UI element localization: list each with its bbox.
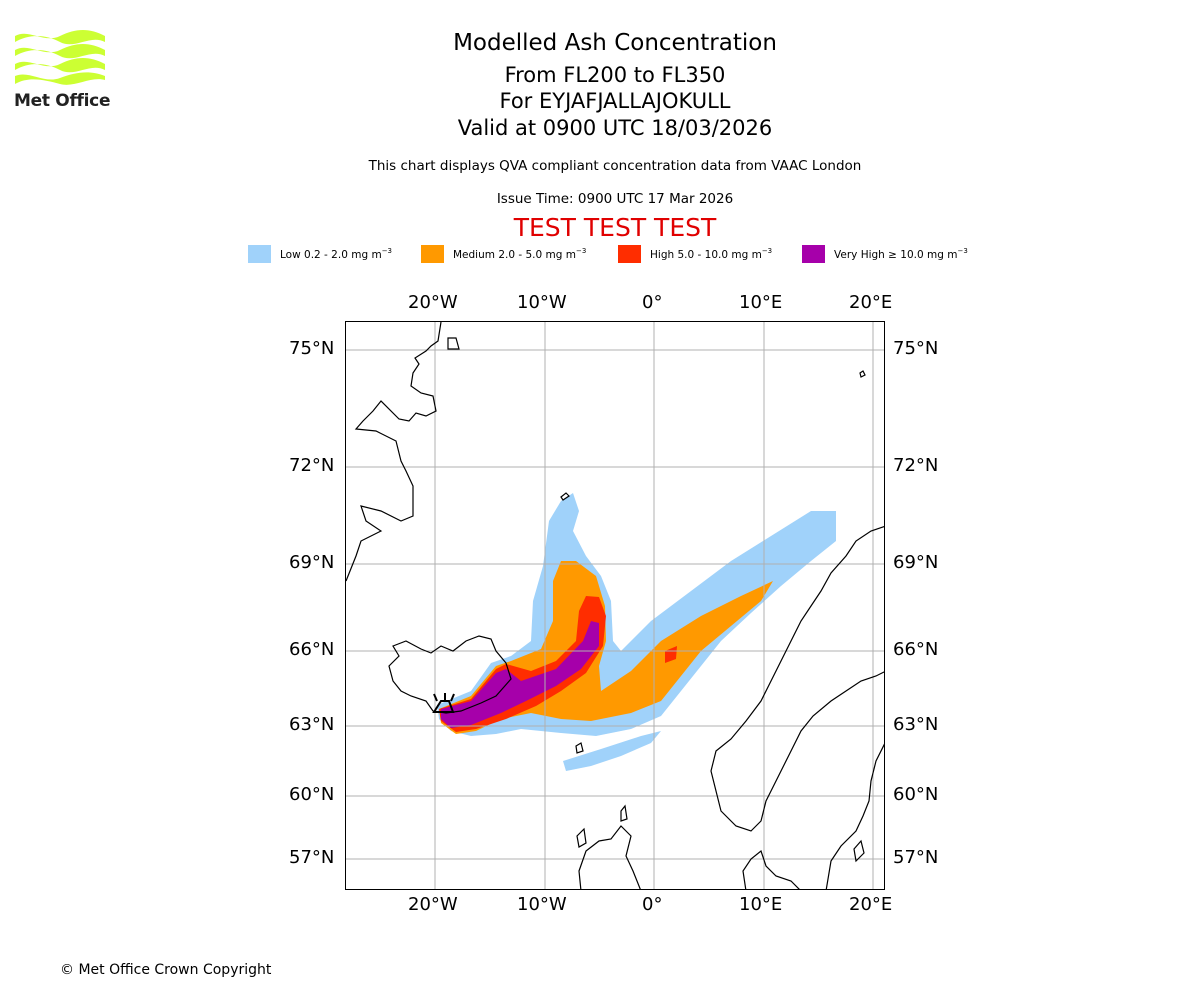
lon-tick-bottom: 20°W bbox=[408, 894, 458, 915]
graticule bbox=[346, 322, 884, 889]
lat-tick-left: 72°N bbox=[289, 455, 335, 476]
logo-text: Met Office bbox=[14, 91, 111, 111]
legend-item-very-high: Very High ≥ 10.0 mg m−3 bbox=[802, 244, 968, 264]
lon-tick-bottom: 20°E bbox=[849, 894, 893, 915]
legend-label-medium: Medium 2.0 - 5.0 mg m−3 bbox=[453, 247, 587, 261]
lat-tick-right: 63°N bbox=[893, 714, 939, 735]
lat-tick-right: 57°N bbox=[893, 847, 939, 868]
volcano-marker-icon bbox=[432, 693, 455, 713]
copyright-notice: © Met Office Crown Copyright bbox=[60, 962, 272, 978]
lat-tick-left: 69°N bbox=[289, 552, 335, 573]
lon-tick-bottom: 10°W bbox=[517, 894, 567, 915]
lon-tick-top: 10°E bbox=[739, 292, 783, 313]
chart-title: Modelled Ash Concentration bbox=[453, 30, 777, 56]
lat-tick-right: 75°N bbox=[893, 338, 939, 359]
lon-tick-top: 0° bbox=[642, 292, 663, 313]
flight-levels: From FL200 to FL350 bbox=[504, 63, 726, 87]
met-office-waves-icon bbox=[15, 30, 105, 85]
legend-label-low: Low 0.2 - 2.0 mg m−3 bbox=[280, 247, 393, 261]
legend-swatch-high bbox=[618, 245, 641, 263]
lat-tick-right: 66°N bbox=[893, 639, 939, 660]
test-banner: TEST TEST TEST bbox=[513, 213, 717, 242]
issue-time: Issue Time: 0900 UTC 17 Mar 2026 bbox=[496, 191, 734, 207]
map-canvas bbox=[346, 322, 884, 889]
lat-tick-left: 75°N bbox=[289, 338, 335, 359]
chart-description: This chart displays QVA compliant concen… bbox=[368, 158, 862, 174]
valid-time: Valid at 0900 UTC 18/03/2026 bbox=[457, 116, 773, 140]
lon-tick-bottom: 10°E bbox=[739, 894, 783, 915]
legend-item-medium: Medium 2.0 - 5.0 mg m−3 bbox=[421, 244, 586, 264]
lat-tick-left: 63°N bbox=[289, 714, 335, 735]
lat-tick-left: 60°N bbox=[289, 784, 335, 805]
lat-tick-right: 60°N bbox=[893, 784, 939, 805]
coastlines bbox=[346, 322, 884, 889]
plume-very-high bbox=[441, 621, 599, 728]
lat-tick-left: 57°N bbox=[289, 847, 335, 868]
legend-swatch-very-high bbox=[802, 245, 825, 263]
ash-concentration-map[interactable] bbox=[345, 321, 885, 890]
plume-low bbox=[437, 493, 836, 771]
legend-swatch-medium bbox=[421, 245, 444, 263]
lon-tick-top: 20°W bbox=[408, 292, 458, 313]
lat-tick-right: 69°N bbox=[893, 552, 939, 573]
lat-tick-left: 66°N bbox=[289, 639, 335, 660]
lon-tick-top: 10°W bbox=[517, 292, 567, 313]
lat-tick-right: 72°N bbox=[893, 455, 939, 476]
met-office-logo: Met Office bbox=[14, 30, 110, 114]
lon-tick-bottom: 0° bbox=[642, 894, 663, 915]
legend-swatch-low bbox=[248, 245, 271, 263]
legend-label-high: High 5.0 - 10.0 mg m−3 bbox=[650, 247, 773, 261]
volcano-name: For EYJAFJALLAJOKULL bbox=[499, 89, 731, 113]
legend-item-low: Low 0.2 - 2.0 mg m−3 bbox=[248, 244, 392, 264]
lon-tick-top: 20°E bbox=[849, 292, 893, 313]
legend-label-very-high: Very High ≥ 10.0 mg m−3 bbox=[834, 247, 968, 261]
legend-item-high: High 5.0 - 10.0 mg m−3 bbox=[618, 244, 772, 264]
